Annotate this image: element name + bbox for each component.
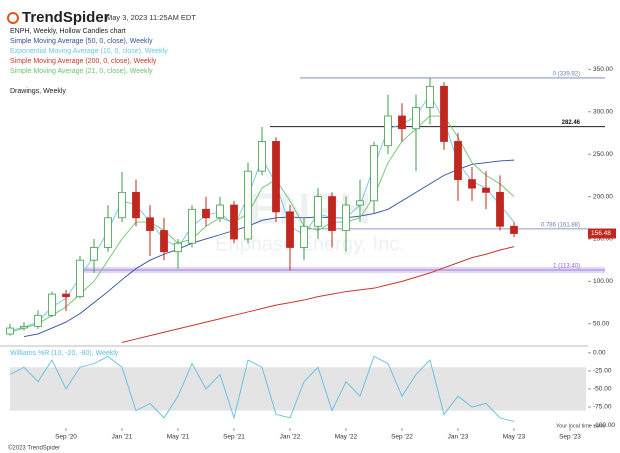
- candle-body: [202, 208, 210, 219]
- candle-body: [104, 217, 112, 248]
- candle-body: [34, 314, 42, 327]
- candle-body: [146, 217, 154, 231]
- candle-body: [258, 141, 266, 172]
- x-tick-label: May '22: [335, 434, 358, 441]
- x-tick-label: Sep '21: [223, 434, 245, 441]
- y-tick-label: -75.00: [593, 404, 612, 411]
- candle-body: [342, 204, 350, 231]
- legend-entry: Exponential Moving Average (10, 0, close…: [10, 48, 168, 55]
- candle-body: [244, 170, 252, 240]
- candle-body: [174, 242, 182, 253]
- x-tick-label: Sep '23: [559, 434, 581, 441]
- candle-body: [160, 230, 168, 253]
- y-tick-label: 200.00: [593, 193, 613, 200]
- line-series: [121, 246, 515, 343]
- indicator-title: Williams %R (10, -20, -80), Weekly: [10, 350, 119, 357]
- candle-body: [328, 196, 336, 231]
- timezone-note: Your local time zone: [556, 423, 605, 429]
- candle-body: [510, 225, 518, 234]
- candle-body: [62, 293, 70, 298]
- candle-body: [48, 293, 56, 316]
- candle-body: [216, 204, 224, 219]
- drawing-label: 282.46: [562, 120, 581, 126]
- candle-body: [230, 204, 238, 240]
- drawing-label: 1 (113.40): [553, 264, 580, 270]
- legend-entry: Simple Moving Average (200, 0, close), W…: [10, 58, 157, 65]
- y-tick-label: 250.00: [593, 151, 613, 158]
- timestamp: May 3, 2023 11:25AM EDT: [106, 13, 196, 22]
- candle-body: [286, 211, 294, 248]
- price-tag: [588, 228, 616, 239]
- candle-body: [426, 85, 434, 108]
- candle-body: [482, 187, 490, 193]
- candle-body: [188, 208, 196, 244]
- drawings-label: Drawings, Weekly: [10, 88, 66, 95]
- candle-body: [468, 179, 476, 189]
- candle-body: [132, 191, 140, 219]
- x-tick-label: May '23: [503, 434, 526, 441]
- x-tick-label: May '21: [167, 434, 190, 441]
- y-tick-label: 100.00: [593, 278, 613, 285]
- candle-body: [90, 247, 98, 261]
- y-tick-label: 300.00: [593, 108, 613, 115]
- y-tick-label: 350.00: [593, 66, 613, 73]
- line-series: [9, 355, 515, 422]
- y-tick-label: 150.00: [593, 236, 613, 243]
- candle-body: [314, 196, 322, 227]
- candle-body: [384, 115, 392, 147]
- copyright: ©2023 TrendSpider: [8, 445, 60, 452]
- candle-body: [272, 141, 280, 213]
- candle-body: [370, 145, 378, 202]
- x-tick-label: Sep '20: [55, 434, 77, 441]
- price-tag-label: 156.48: [591, 230, 611, 237]
- y-tick-label: -100.00: [593, 422, 615, 429]
- line-series: [23, 159, 515, 337]
- logo: TrendSpider: [22, 9, 110, 26]
- candle-body: [118, 191, 126, 219]
- logo-icon: [7, 12, 19, 24]
- legend-entry: Simple Moving Average (50, 0, close), We…: [10, 38, 153, 45]
- drawing-label: 0.786 (161.88): [541, 222, 580, 228]
- overbought-oversold-band: [10, 367, 586, 411]
- candle-body: [412, 107, 420, 130]
- candle-body: [76, 259, 84, 298]
- candle-body: [20, 325, 28, 329]
- chart-title: ENPH, Weekly, Hollow Candles chart: [10, 28, 126, 35]
- candle-body: [356, 200, 364, 206]
- y-tick-label: -25.00: [593, 368, 612, 375]
- y-tick-label: -50.00: [593, 386, 612, 393]
- candle-body: [440, 85, 448, 142]
- x-tick-label: Jan '22: [280, 434, 301, 441]
- candle-body: [398, 115, 406, 130]
- candle-body: [496, 191, 504, 227]
- x-tick-label: Sep '22: [391, 434, 413, 441]
- legend-entry: Simple Moving Average (21, 0, close), We…: [10, 68, 153, 75]
- candle-body: [6, 327, 14, 335]
- x-tick-label: Jan '23: [448, 434, 469, 441]
- drawing-label: 0 (339.92): [553, 71, 580, 77]
- candle-body: [300, 225, 308, 248]
- watermark-company: Enphase Energy, Inc.: [215, 233, 405, 255]
- x-tick-label: Jan '21: [112, 434, 133, 441]
- candle-body: [454, 141, 462, 181]
- y-tick-label: 50.00: [593, 321, 610, 328]
- y-tick-label: 0.00: [593, 350, 606, 357]
